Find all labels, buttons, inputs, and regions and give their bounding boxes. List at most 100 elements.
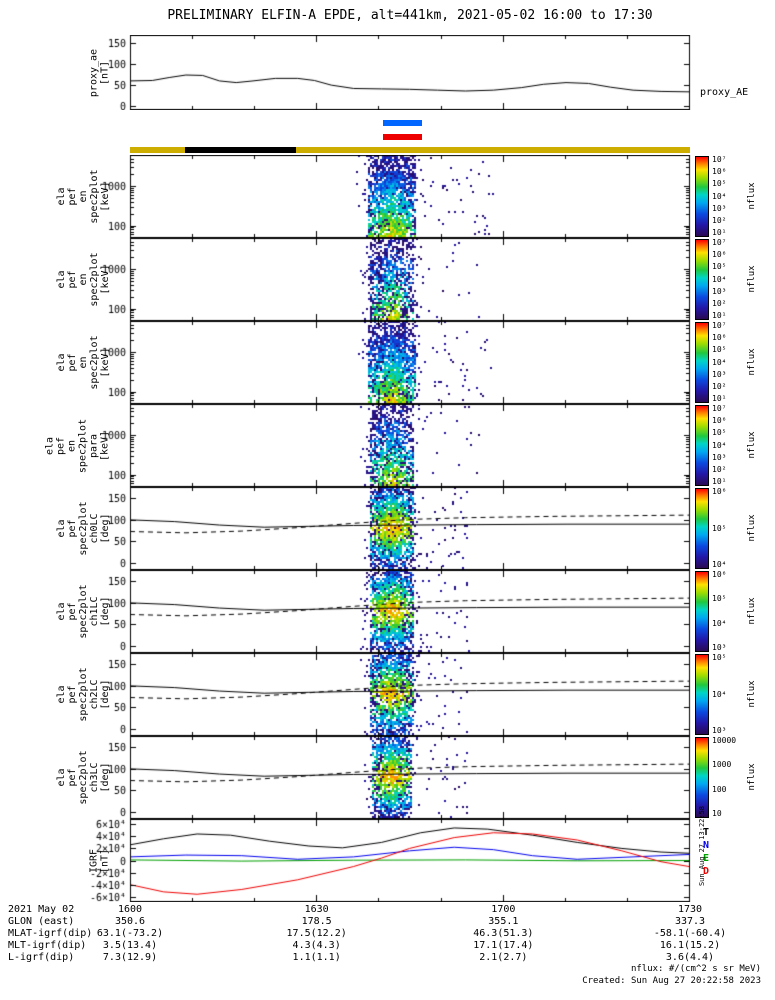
footer-row-value: 7.3(12.9) [102, 952, 158, 963]
colorbar-tick-label: 1000 [712, 760, 732, 770]
panel-canvas-ch3lc [85, 736, 695, 819]
footer-row-value: 46.3(51.3) [473, 928, 534, 939]
footer-row-value: 3.5(13.4) [102, 940, 158, 951]
colorbar-en_spec_3 [695, 322, 709, 403]
colorbar-tick-label: 10⁶ [712, 416, 727, 426]
colorbar-ch1lc [695, 571, 709, 652]
colorbar-tick-label: 10⁵ [712, 653, 727, 662]
colorbar-ch0lc [695, 488, 709, 569]
colorbar-tick-label: 10³ [712, 643, 727, 652]
colorbar-tick-label: 10² [712, 464, 727, 474]
colorbar-title-ch1lc: nflux [747, 596, 757, 625]
colorbar-tick-label: 10⁶ [712, 167, 727, 177]
colorbar-tick-label: 10⁶ [712, 487, 727, 496]
footer-row-value: 16.1(15.2) [659, 940, 721, 951]
panel-canvas-ch0lc [85, 487, 695, 570]
colorbar-tick-label: 10⁷ [712, 155, 727, 164]
colorbar-tick-label: 10¹ [712, 311, 727, 320]
colorbar-tick-label: 10⁵ [712, 345, 727, 355]
axis-label-ch2lc: ela pef spec2plot ch2LC [deg] [55, 667, 111, 722]
panel-canvas-ch2lc [85, 653, 695, 736]
colorbar-tick-label: 10³ [712, 203, 727, 213]
colorbar-tick-label: 10⁶ [712, 570, 727, 579]
colorbar-tick-label: 10⁵ [712, 179, 727, 189]
footer-row-value: 17.5(12.2) [286, 928, 347, 939]
panel-canvas-proxy_ae [85, 35, 695, 110]
axis-label-ch0lc: ela pef spec2plot ch0LC [deg] [55, 501, 111, 556]
colorbar-tick-label: 10⁶ [712, 333, 727, 343]
axis-label-igrf: IGRF [nT] [88, 848, 111, 873]
colorbar-ch3lc [695, 737, 709, 818]
footer-row-value: 337.3 [674, 916, 706, 927]
footer-row-value: 4.3(4.3) [292, 940, 341, 951]
axis-label-en_spec_para: ela pef en spec2plot para [keV] [44, 418, 111, 473]
colorbar-tick-label: 10⁴ [712, 440, 727, 450]
colorbar-tick-label: 10⁴ [712, 689, 727, 699]
colorbar-tick-label: 10³ [712, 369, 727, 379]
colorbar-tick-label: 10⁵ [712, 428, 727, 438]
footer-row-value: 178.5 [301, 916, 332, 927]
colorbar-tick-label: 10⁴ [712, 274, 727, 284]
colorbar-tick-label: 10⁵ [712, 523, 727, 533]
colorbar-tick-label: 10⁵ [712, 262, 727, 272]
colorbar-title-ch0lc: nflux [747, 513, 757, 542]
panel-canvas-en_spec_2 [85, 238, 695, 321]
colorbar-en_spec_1 [695, 156, 709, 237]
colorbar-title-ch3lc: nflux [747, 762, 757, 791]
colorbar-tick-label: 10¹ [712, 477, 727, 486]
igrf-legend-E: E [703, 853, 710, 864]
colorbar-tick-label: 10⁴ [712, 560, 727, 569]
plot-title: PRELIMINARY ELFIN-A EPDE, alt=441km, 202… [167, 8, 653, 23]
panel-canvas-en_spec_3 [85, 321, 695, 404]
colorbar-tick-label: 10⁴ [712, 191, 727, 201]
colorbar-ch2lc [695, 654, 709, 735]
colorbar-tick-label: 10² [712, 215, 727, 225]
colorbar-title-en_spec_3: nflux [747, 347, 757, 376]
colorbar-tick-label: 10⁷ [712, 321, 727, 330]
footer-row-value: 2.1(2.7) [479, 952, 528, 963]
footer-row-value: 1730 [677, 904, 703, 915]
panel-canvas-en_spec_1 [85, 155, 695, 238]
colorbar-en_spec_para [695, 405, 709, 486]
axis-label-en_spec_1: ela pef en spec2plot [keV] [55, 169, 111, 224]
colorbar-tick-label: 10² [712, 298, 727, 308]
survey-strip [130, 147, 690, 153]
igrf-legend-T: T [703, 827, 710, 838]
side-timestamp: Sun Aug 27 13:22:58 [698, 805, 706, 887]
created-timestamp: Created: Sun Aug 27 20:22:58 2023 [582, 976, 761, 986]
igrf-legend-D: D [703, 866, 710, 877]
colorbar-title-en_spec_1: nflux [747, 181, 757, 210]
footer-row-value: 355.1 [488, 916, 519, 927]
colorbar-tick-label: 10⁵ [712, 594, 727, 604]
panel-canvas-ch1lc [85, 570, 695, 653]
nflux-units-note: nflux: #/(cm^2 s sr MeV) [630, 964, 761, 974]
axis-label-proxy_ae: proxy_ae [nT] [88, 48, 111, 97]
axis-label-ch3lc: ela pef spec2plot ch3LC [deg] [55, 750, 111, 805]
panel-canvas-igrf [85, 819, 695, 902]
colorbar-title-ch2lc: nflux [747, 679, 757, 708]
survey-bar-blue [383, 120, 422, 126]
footer-row-label: MLAT-igrf(dip) [8, 928, 93, 939]
survey-bar-red [383, 134, 422, 140]
footer-row-value: 3.6(4.4) [665, 952, 715, 963]
axis-label-en_spec_3: ela pef en spec2plot [keV] [55, 335, 111, 390]
colorbar-tick-label: 10³ [712, 452, 727, 462]
colorbar-tick-label: 100 [712, 784, 727, 794]
axis-label-ch1lc: ela pef spec2plot ch1LC [deg] [55, 584, 111, 639]
colorbar-tick-label: 10⁴ [712, 618, 727, 628]
colorbar-title-en_spec_para: nflux [747, 430, 757, 459]
colorbar-tick-label: 10³ [712, 286, 727, 296]
footer-row-value: 1.1(1.1) [292, 952, 341, 963]
survey-strip-black-segment [184, 147, 296, 153]
footer-row-value: 1600 [117, 904, 143, 915]
colorbar-tick-label: 10³ [712, 726, 727, 735]
footer-row-value: 1700 [491, 904, 516, 915]
footer-row-label: GLON (east) [8, 916, 75, 927]
footer-row-value: 350.6 [114, 916, 146, 927]
footer-row-value: 17.1(17.4) [473, 940, 534, 951]
proxy-ae-right-label: proxy_AE [700, 87, 749, 98]
panel-canvas-en_spec_para [85, 404, 695, 487]
footer-row-value: 63.1(-73.2) [96, 928, 164, 939]
colorbar-tick-label: 10 [712, 809, 722, 818]
